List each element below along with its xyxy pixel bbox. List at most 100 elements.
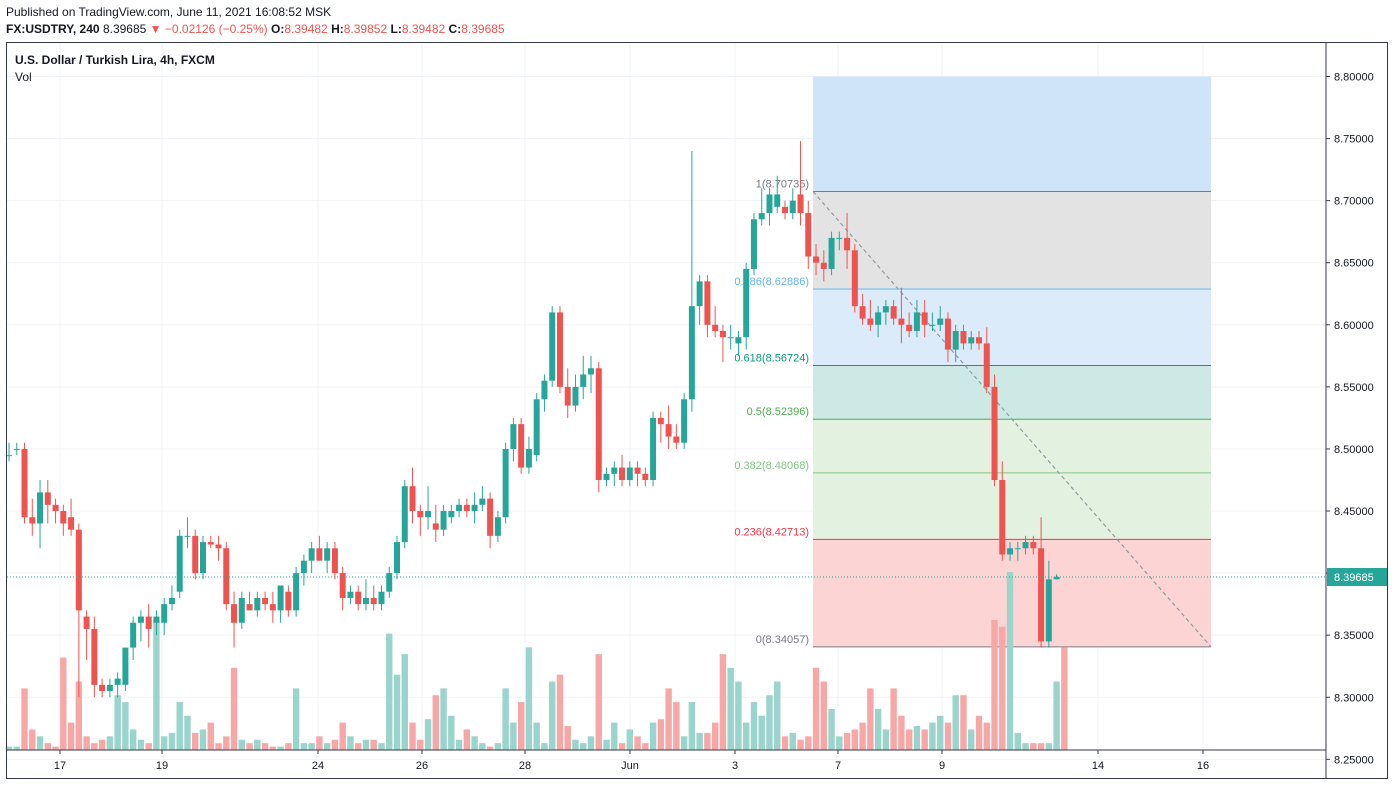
- candle-body: [378, 591, 385, 605]
- volume-bar: [999, 626, 1006, 750]
- volume-bar: [766, 695, 773, 750]
- candle-body: [37, 492, 44, 524]
- symbol-ohlc-line: FX:USDTRY, 240 8.39685 ▼ −0.02126 (−0.25…: [6, 22, 505, 36]
- volume-legend[interactable]: Vol: [15, 70, 32, 84]
- open-label: O:: [271, 22, 285, 36]
- candle-body: [968, 337, 975, 344]
- candle-body: [867, 318, 874, 325]
- candle-body: [1045, 579, 1052, 642]
- candle-body: [1007, 548, 1014, 555]
- volume-bar: [968, 729, 975, 750]
- volume-bar: [60, 657, 67, 750]
- volume-bar: [960, 695, 967, 750]
- last-price: 8.39685: [102, 22, 147, 36]
- candle-body: [347, 591, 354, 598]
- volume-bar: [145, 743, 152, 750]
- price-tick-label: 8.70000: [1334, 196, 1374, 208]
- candle-body: [813, 256, 820, 263]
- volume-bar: [230, 667, 238, 750]
- time-tick-label: 24: [312, 760, 324, 772]
- volume-bar: [323, 743, 331, 750]
- volume-bar: [67, 722, 75, 750]
- candle-body: [456, 504, 463, 512]
- candle-body: [789, 200, 796, 214]
- volume-bar: [1045, 743, 1053, 750]
- volume-bar: [580, 743, 587, 750]
- volume-bar: [91, 743, 98, 750]
- volume-bar: [657, 719, 665, 750]
- volume-bar: [913, 726, 921, 750]
- volume-bar: [735, 681, 742, 750]
- candle-body: [580, 374, 587, 387]
- chart-frame: [6, 42, 1388, 779]
- candle-body: [316, 548, 323, 561]
- price-tick-label: 8.45000: [1334, 506, 1374, 518]
- time-tick-label: 7: [835, 760, 841, 772]
- fib-trend-line: [812, 191, 1212, 648]
- low-value: 8.39482: [401, 22, 446, 36]
- volume-bar: [129, 729, 137, 750]
- volume-bar: [277, 746, 284, 750]
- candle-body: [564, 386, 571, 406]
- time-tick-label: 19: [156, 760, 168, 772]
- candle-body: [52, 504, 59, 512]
- candle-body: [696, 281, 703, 307]
- candle-body: [782, 206, 788, 214]
- volume-bar: [339, 722, 346, 750]
- volume-bar: [417, 739, 424, 750]
- candle-body: [153, 616, 160, 623]
- candle-body: [836, 237, 843, 239]
- volume-bar: [199, 729, 207, 750]
- volume-bar: [898, 715, 905, 750]
- price-tick-label: 8.65000: [1334, 258, 1374, 270]
- down-arrow-icon: ▼: [149, 22, 162, 36]
- candle-body: [21, 448, 28, 518]
- candle-body: [657, 417, 664, 425]
- volume-bar: [486, 746, 494, 750]
- volume-bar: [285, 743, 292, 750]
- candle-body: [921, 312, 928, 325]
- volume-bar: [176, 702, 183, 750]
- volume-bar: [362, 739, 370, 750]
- candle-body: [471, 504, 478, 512]
- volume-bar: [510, 722, 517, 750]
- volume-bar: [29, 729, 36, 750]
- symbol-label[interactable]: FX:USDTRY, 240: [6, 22, 100, 36]
- volume-bar: [13, 746, 20, 750]
- volume-bar: [347, 736, 354, 750]
- fib-zone: [813, 472, 1211, 540]
- volume-bar: [261, 743, 269, 750]
- volume-bar: [254, 739, 261, 750]
- candle-body: [331, 548, 338, 574]
- price-tick-label: 8.30000: [1334, 692, 1374, 704]
- candle-body: [463, 504, 470, 512]
- volume-bar: [153, 619, 160, 750]
- volume-bar: [704, 732, 711, 750]
- candle-body: [688, 306, 695, 400]
- price-tick-label: 8.50000: [1334, 444, 1374, 456]
- candle-body: [735, 337, 742, 344]
- volume-bar: [83, 736, 90, 750]
- candle-body: [339, 573, 346, 598]
- volume-bar: [1037, 743, 1045, 750]
- volume-bar: [921, 729, 928, 750]
- volume-bar: [634, 736, 641, 750]
- candle-body: [432, 523, 439, 530]
- fib-level-label: 0(8.34057): [756, 634, 809, 646]
- candle-body: [409, 486, 416, 512]
- candle-body: [595, 368, 602, 480]
- volume-bar: [192, 732, 199, 750]
- volume-bar: [1053, 681, 1060, 750]
- chart-legend-title[interactable]: U.S. Dollar / Turkish Lira, 4h, FXCM: [15, 53, 215, 67]
- volume-bar: [642, 743, 649, 750]
- fib-level-label: 0.5(8.52396): [747, 406, 809, 418]
- candle-body: [976, 337, 982, 344]
- volume-bar: [867, 688, 874, 750]
- volume-bar: [696, 732, 703, 750]
- candle-body: [215, 544, 222, 549]
- candle-body: [122, 647, 129, 685]
- volume-bar: [905, 729, 913, 750]
- candle-body: [1014, 548, 1021, 550]
- candle-body: [650, 417, 657, 480]
